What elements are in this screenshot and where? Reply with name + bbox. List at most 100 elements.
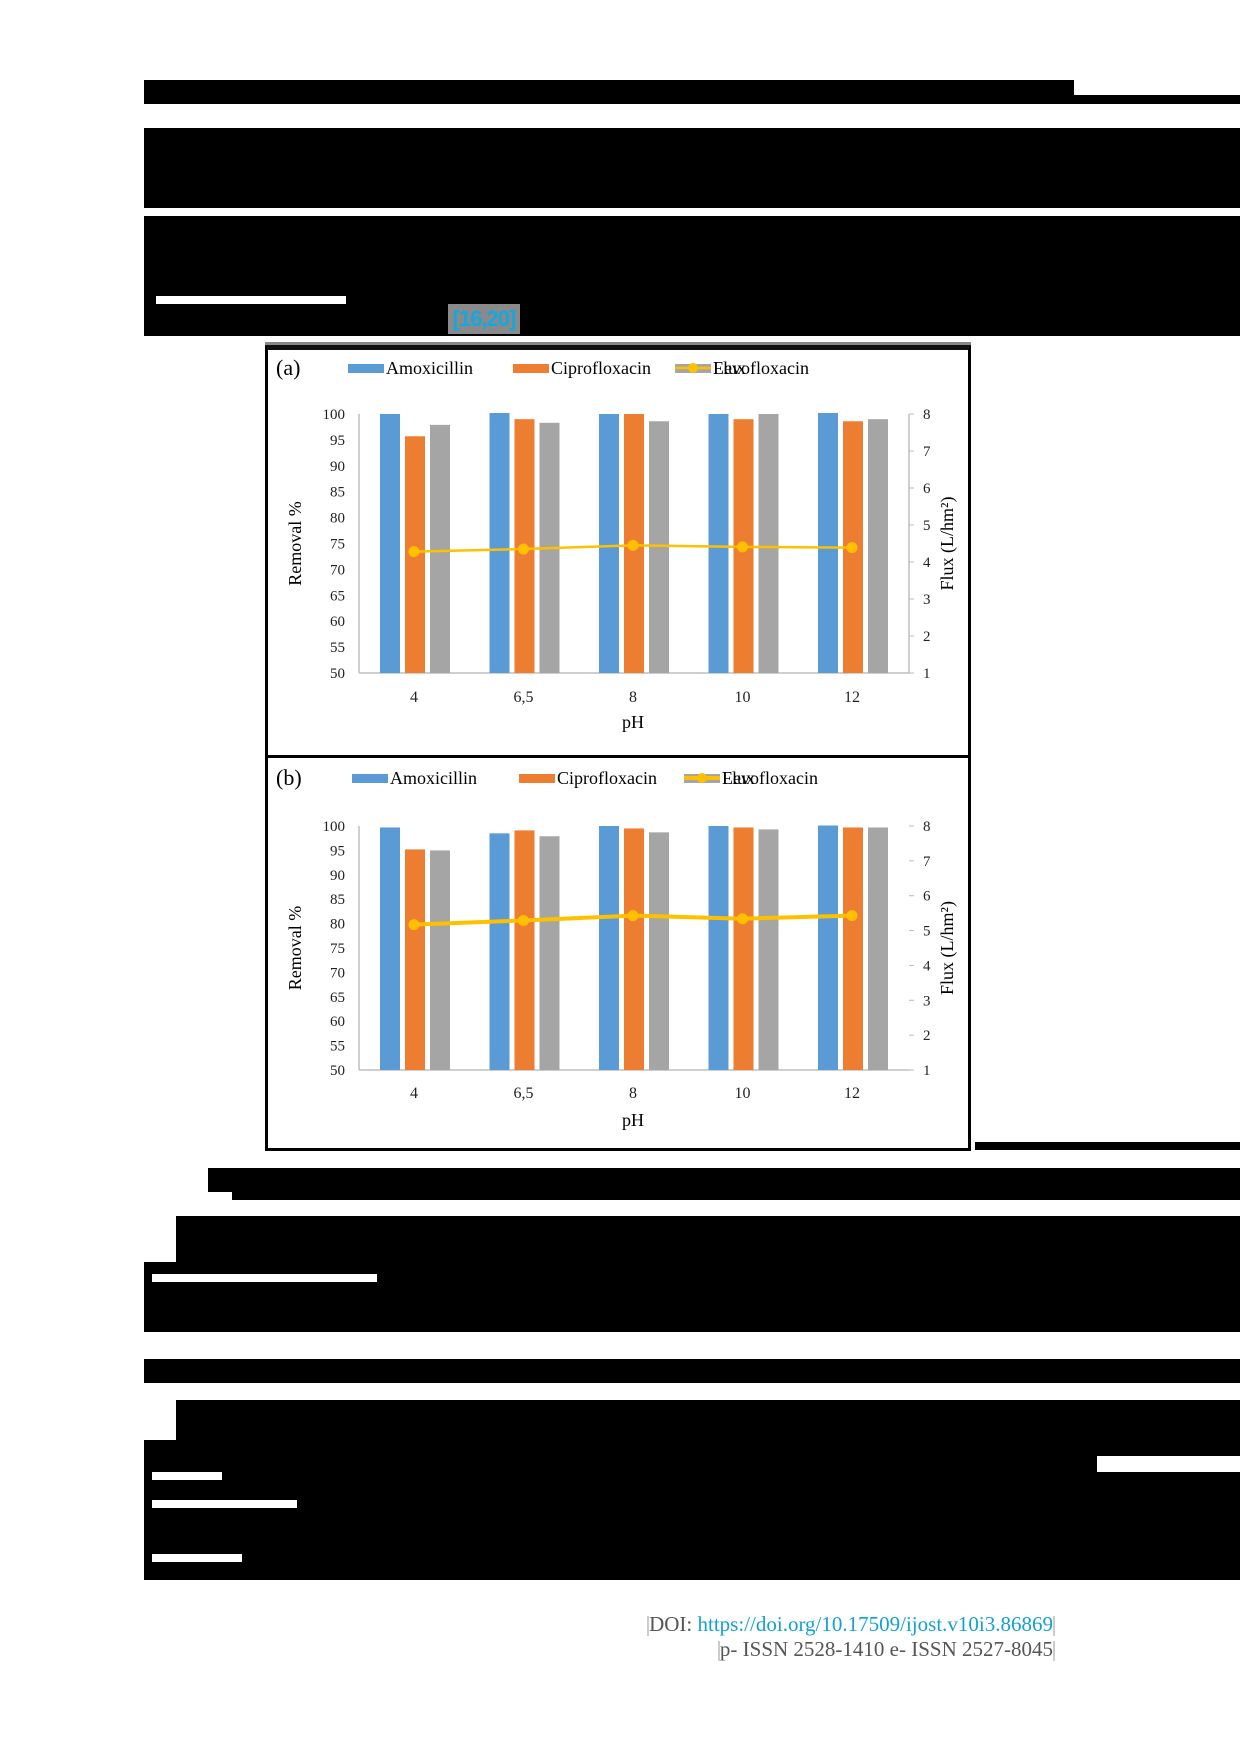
redacted-paragraph <box>144 1440 1240 1580</box>
legend-swatch-icon <box>348 364 384 373</box>
flux-point <box>846 910 858 922</box>
flux-point <box>846 542 858 554</box>
bar-ciprofloxacin <box>514 830 535 1070</box>
bar-levofloxacin <box>868 419 888 673</box>
redacted-paragraph-gap <box>156 296 346 304</box>
y2-tick-label: 8 <box>923 819 931 835</box>
bar-levofloxacin <box>430 850 450 1070</box>
y2-tick-label: 4 <box>923 958 931 974</box>
redacted-paragraph-gap <box>152 1472 222 1480</box>
svg-text:Levofloxacin: Levofloxacin <box>713 358 809 378</box>
y-tick-label: 85 <box>330 892 345 908</box>
x-tick-label: 4 <box>410 1085 418 1102</box>
y2-tick-label: 7 <box>923 854 931 870</box>
y-tick-label: 100 <box>323 407 346 423</box>
y2-tick-label: 1 <box>923 666 931 682</box>
y-tick-label: 75 <box>330 537 345 553</box>
bar-amoxicillin <box>818 412 838 673</box>
legend-swatch-icon <box>519 774 555 783</box>
svg-text:Ciprofloxacin: Ciprofloxacin <box>557 768 657 788</box>
figure: (a) Amoxicillin Ciprofloxacin Levofloxacin F… <box>265 345 975 1151</box>
y2-tick-label: 8 <box>923 407 931 423</box>
y-tick-label: 85 <box>330 485 345 501</box>
y-tick-label: 60 <box>330 1014 345 1030</box>
redacted-paragraph-gap <box>152 1554 242 1562</box>
footer-divider <box>1053 1641 1055 1662</box>
legend-item-amoxicillin: Amoxicillin <box>348 358 473 378</box>
redacted-figure-caption <box>232 1186 1240 1200</box>
bar-amoxicillin <box>380 414 400 673</box>
footer-divider <box>1053 1616 1055 1637</box>
chart-a-svg: (a) Amoxicillin Ciprofloxacin LevofloxacinF… <box>276 355 958 732</box>
footer-divider <box>647 1616 650 1637</box>
legend-item-ciprofloxacin: Ciprofloxacin <box>513 358 651 378</box>
redacted-subheading <box>144 1359 1240 1383</box>
y-tick-label: 90 <box>330 868 345 884</box>
y-tick-label: 70 <box>330 965 345 981</box>
redacted-paragraph-gap <box>152 1500 297 1508</box>
chart-b-svg: (b) Amoxicillin Ciprofloxacin Levofloxacin F… <box>276 765 958 1130</box>
svg-text:Amoxicillin: Amoxicillin <box>390 768 477 788</box>
doi-link[interactable]: https://doi.org/10.17509/ijost.v10i3.868… <box>697 1612 1053 1636</box>
y2-tick-label: 6 <box>923 889 931 905</box>
bar-amoxicillin <box>380 827 400 1070</box>
y2-tick-label: 4 <box>923 555 931 571</box>
y2-tick-label: 7 <box>923 444 931 460</box>
chart-panel-b: (b) Amoxicillin Ciprofloxacin Levofloxacin F… <box>265 755 971 1151</box>
doi-label: DOI: <box>649 1612 698 1636</box>
y2-tick-label: 5 <box>923 924 931 940</box>
y-tick-label: 95 <box>330 433 345 449</box>
y2-tick-label: 3 <box>923 993 931 1009</box>
x-tick-label: 12 <box>844 689 860 706</box>
legend-swatch-icon <box>513 364 549 373</box>
bar-levofloxacin <box>758 414 779 673</box>
y-tick-label: 75 <box>330 941 345 957</box>
svg-text:Levofloxacin: Levofloxacin <box>722 768 818 788</box>
y2-tick-label: 2 <box>923 629 931 645</box>
redacted-paragraph <box>144 1262 1240 1332</box>
redacted-paragraph <box>176 1400 1240 1444</box>
flux-point <box>737 913 748 925</box>
y2-axis-title: Flux (L/hm²) <box>937 497 958 591</box>
bar-levofloxacin <box>649 421 669 673</box>
footer-doi: DOI: https://doi.org/10.17509/ijost.v10i… <box>647 1612 1055 1637</box>
y2-tick-label: 3 <box>923 592 931 608</box>
issn-text: p- ISSN 2528-1410 e- ISSN 2527-8045 <box>719 1637 1053 1661</box>
bar-ciprofloxacin <box>843 827 863 1070</box>
y-tick-label: 60 <box>330 614 345 630</box>
bar-levofloxacin <box>868 827 888 1070</box>
y2-axis-title: Flux (L/hm²) <box>937 901 958 995</box>
svg-text:Amoxicillin: Amoxicillin <box>386 358 473 378</box>
y2-tick-label: 2 <box>923 1028 931 1044</box>
legend-item-ciprofloxacin: Ciprofloxacin <box>519 768 657 788</box>
y-tick-label: 65 <box>330 588 345 604</box>
svg-text:Flux: Flux <box>713 358 746 378</box>
chart-panel-a: (a) Amoxicillin Ciprofloxacin Levofloxacin F… <box>265 345 971 759</box>
redacted-paragraph <box>176 1216 1240 1266</box>
bar-amoxicillin <box>708 826 729 1070</box>
redacted-heading-line <box>170 95 1240 104</box>
bar-levofloxacin <box>430 424 450 673</box>
x-axis-title: pH <box>622 1110 644 1130</box>
bar-ciprofloxacin <box>624 828 644 1070</box>
y-tick-label: 95 <box>330 843 345 859</box>
x-tick-label: 10 <box>735 689 751 706</box>
flux-point <box>518 543 529 555</box>
bar-ciprofloxacin <box>405 849 425 1070</box>
flux-point <box>408 546 420 558</box>
bar-amoxicillin <box>489 833 510 1070</box>
y2-tick-label: 5 <box>923 518 931 534</box>
legend-item-amoxicillin: Amoxicillin <box>352 768 477 788</box>
y-tick-label: 50 <box>330 1063 345 1079</box>
x-tick-label: 6,5 <box>514 689 534 706</box>
x-tick-label: 4 <box>410 689 418 706</box>
legend-swatch-icon <box>352 774 388 783</box>
citation-link[interactable]: [16,20] <box>448 304 520 334</box>
bar-amoxicillin <box>599 414 619 673</box>
y2-tick-label: 6 <box>923 481 931 497</box>
panel-label: (a) <box>276 355 300 380</box>
panel-label: (b) <box>276 765 302 790</box>
flux-point <box>408 919 420 931</box>
y-tick-label: 100 <box>323 819 346 835</box>
y2-tick-label: 1 <box>923 1063 931 1079</box>
